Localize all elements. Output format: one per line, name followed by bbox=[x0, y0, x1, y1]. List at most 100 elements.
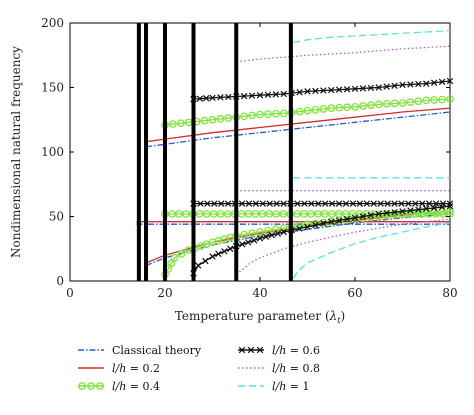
series-l-h-0-6-marker bbox=[335, 217, 343, 224]
series-l-h-0-6-marker bbox=[280, 90, 287, 98]
series-l-h-0-4-marker bbox=[351, 215, 359, 223]
series-l-h-0-6-marker bbox=[273, 200, 280, 207]
legend-item-l-h-0-2: l/h = 0.2 bbox=[78, 362, 160, 375]
series-l-h-0-6-marker bbox=[399, 81, 406, 89]
series-l-h-0-4-marker bbox=[169, 120, 177, 128]
series-l-h-0-6-marker bbox=[264, 91, 272, 99]
series-l-h-0-6-marker bbox=[280, 200, 287, 207]
series-l-h-0-6-marker bbox=[202, 95, 210, 102]
series-l-h-0-6-marker bbox=[391, 200, 398, 207]
series-l-h-0-4-marker bbox=[216, 115, 225, 123]
series-l-h-0-4-marker bbox=[264, 110, 272, 119]
series-l-h-0-6-marker bbox=[415, 206, 422, 213]
series-l-h-0-4-marker bbox=[319, 105, 328, 113]
series-l-h-0-6-marker bbox=[351, 214, 359, 222]
y-tick-label: 100 bbox=[41, 145, 64, 159]
series-l-h-0-4-marker bbox=[279, 109, 288, 118]
legend: Classical theory l/h = 0.2 l/h = 0.4 l/h = … bbox=[78, 344, 320, 393]
series-l-h-0-6-marker bbox=[328, 86, 335, 94]
series-l-h-0-6-marker bbox=[296, 225, 303, 232]
series-l-h-0-4-marker bbox=[311, 219, 320, 228]
series-l-h-0-4-marker bbox=[311, 106, 320, 114]
x-axis-title: Temperature parameter (λt) bbox=[175, 309, 345, 325]
plot-frame bbox=[69, 22, 451, 282]
axis-ticks: 0 20 40 60 80 0 50 100 150 200 bbox=[41, 16, 458, 300]
series-l-h-0-6-marker bbox=[432, 200, 440, 207]
series-l-h-1-curve-3 bbox=[292, 222, 451, 279]
series-l-h-0-4-marker bbox=[438, 207, 446, 216]
series-l-h-0-6-marker bbox=[312, 87, 319, 95]
series-l-h-0-6-marker bbox=[370, 200, 377, 207]
series-l-h-0-6-marker bbox=[218, 200, 225, 207]
series-l-h-0-6-marker bbox=[430, 204, 438, 212]
series-l-h-0-6-marker bbox=[438, 78, 446, 86]
series-l-h-0-6-marker bbox=[262, 233, 270, 241]
series-l-h-0-6-marker bbox=[419, 200, 426, 207]
series-l-h-0-4-marker bbox=[335, 103, 344, 112]
series-l-h-0-6-marker bbox=[202, 257, 209, 265]
legend-item-l-h-0-8-label: l/h = 0.8 bbox=[272, 362, 320, 375]
series-l-h-0-4-marker bbox=[366, 101, 375, 109]
series-l-h-0-4-curve-1 bbox=[164, 98, 451, 126]
series-l-h-0-4-marker bbox=[406, 98, 415, 106]
series-l-h-0-6-marker bbox=[446, 202, 454, 210]
series-l-h-0-4-marker bbox=[422, 96, 431, 105]
series-l-h-0-6-marker bbox=[367, 84, 375, 92]
series-l-h-0-2 bbox=[136, 107, 451, 264]
series-l-h-0-6-marker bbox=[245, 200, 253, 207]
series-l-h-0-4-marker bbox=[446, 207, 454, 216]
series-l-h-0-6-marker bbox=[423, 80, 430, 87]
legend-item-l-h-0-4-label: l/h = 0.4 bbox=[112, 380, 160, 393]
legend-item-l-h-1-label: l/h = 1 bbox=[272, 380, 310, 393]
series-l-h-0-4-marker bbox=[446, 210, 454, 218]
series-l-h-0-6-marker bbox=[391, 82, 398, 90]
legend-value: = 1 bbox=[286, 380, 309, 393]
series-l-h-0-6-marker bbox=[399, 208, 406, 215]
series-l-h-0-6-marker bbox=[446, 77, 454, 85]
x-tick-label: 80 bbox=[442, 286, 457, 300]
series-l-h-0-6-marker bbox=[384, 200, 391, 207]
legend-symbol: l/h bbox=[272, 362, 286, 375]
series-l-h-0-6-marker bbox=[359, 213, 367, 220]
legend-item-l-h-0-4: l/h = 0.4 bbox=[78, 380, 160, 393]
y-axis-title: Nondimensional natural frequency bbox=[9, 46, 23, 258]
x-tick-label: 40 bbox=[252, 286, 267, 300]
series-l-h-0-6-marker bbox=[204, 200, 211, 207]
series-l-h-0-6-marker bbox=[304, 88, 311, 95]
legend-value: = 0.6 bbox=[286, 344, 320, 357]
series-l-h-0-6-marker bbox=[250, 237, 258, 244]
series-l-h-0-6-marker bbox=[274, 230, 282, 237]
series-l-h-0-4-marker bbox=[248, 229, 256, 238]
x-axis-title-main: Temperature parameter ( bbox=[175, 309, 330, 323]
series-l-h-0-6-marker bbox=[321, 200, 329, 207]
series-l-h-0-6-marker bbox=[335, 86, 343, 93]
series-l-h-0-6-marker bbox=[356, 200, 364, 207]
legend-item-l-h-0-4-marker bbox=[87, 382, 95, 390]
series-l-h-0-4-marker bbox=[430, 208, 439, 217]
legend-item-classical-theory-label: Classical theory bbox=[112, 344, 202, 357]
legend-item-l-h-0-6-label: l/h = 0.6 bbox=[272, 344, 320, 357]
series-l-h-0-6-curve-1 bbox=[193, 80, 451, 100]
series-l-h-0-6-marker bbox=[315, 200, 322, 207]
series-l-h-0-4-marker bbox=[224, 114, 233, 122]
series-l-h-0-6-marker bbox=[383, 209, 390, 217]
series-l-h-0-4-marker bbox=[240, 230, 249, 239]
series-l-h-0-4-marker bbox=[303, 106, 312, 115]
series-l-h-0-6-marker bbox=[328, 218, 335, 225]
series-l-h-0-6-marker bbox=[296, 89, 303, 96]
legend-symbol: l/h bbox=[272, 380, 286, 393]
series-l-h-0-6-marker bbox=[211, 200, 218, 207]
series-l-h-0-6-marker bbox=[351, 85, 359, 93]
legend-value: = 0.8 bbox=[286, 362, 320, 375]
series-layer bbox=[136, 30, 454, 279]
series-l-h-0-6-marker bbox=[301, 200, 308, 207]
legend-item-l-h-0-6: l/h = 0.6 bbox=[238, 344, 320, 357]
series-l-h-0-4-marker bbox=[295, 107, 304, 116]
y-tick-label: 50 bbox=[49, 210, 64, 224]
x-tick-label: 20 bbox=[157, 286, 172, 300]
series-l-h-0-6-marker bbox=[423, 205, 430, 212]
series-l-h-0-6-marker bbox=[304, 223, 311, 231]
plot-area: 0 20 40 60 80 0 50 100 150 200 bbox=[41, 16, 458, 300]
series-l-h-0-6-marker bbox=[252, 200, 260, 207]
series-l-h-0-4-marker bbox=[271, 109, 280, 118]
